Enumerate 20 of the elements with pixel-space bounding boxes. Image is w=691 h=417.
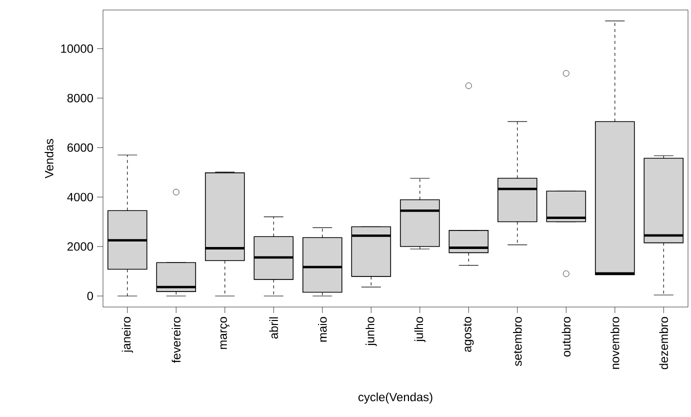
x-tick-label: maio	[318, 317, 327, 342]
x-tick-label: fevereiro	[172, 317, 181, 363]
x-tick-label: outubro	[562, 317, 571, 357]
x-tick-label: abril	[269, 317, 278, 339]
y-tick-label: 4000	[67, 192, 94, 202]
y-tick-label: 8000	[67, 94, 94, 102]
y-tick-label: 0	[87, 292, 94, 300]
y-tick-label: 10000	[61, 44, 94, 53]
x-tick-label: janeiro	[122, 317, 133, 353]
x-tick-label: novembro	[610, 317, 620, 369]
x-axis-title: cycle(Vendas)	[358, 392, 432, 404]
y-axis-title: Vendas	[44, 138, 54, 178]
x-tick-label: julho	[414, 317, 426, 342]
x-tick-label: agosto	[464, 317, 474, 352]
x-tick-label: dezembro	[659, 317, 668, 370]
x-tick-label: setembro	[513, 317, 522, 366]
x-tick-label: junho	[366, 317, 377, 346]
y-tick-label: 6000	[67, 143, 94, 152]
y-tick-label: 2000	[67, 242, 94, 251]
x-tick-label: março	[220, 317, 230, 349]
